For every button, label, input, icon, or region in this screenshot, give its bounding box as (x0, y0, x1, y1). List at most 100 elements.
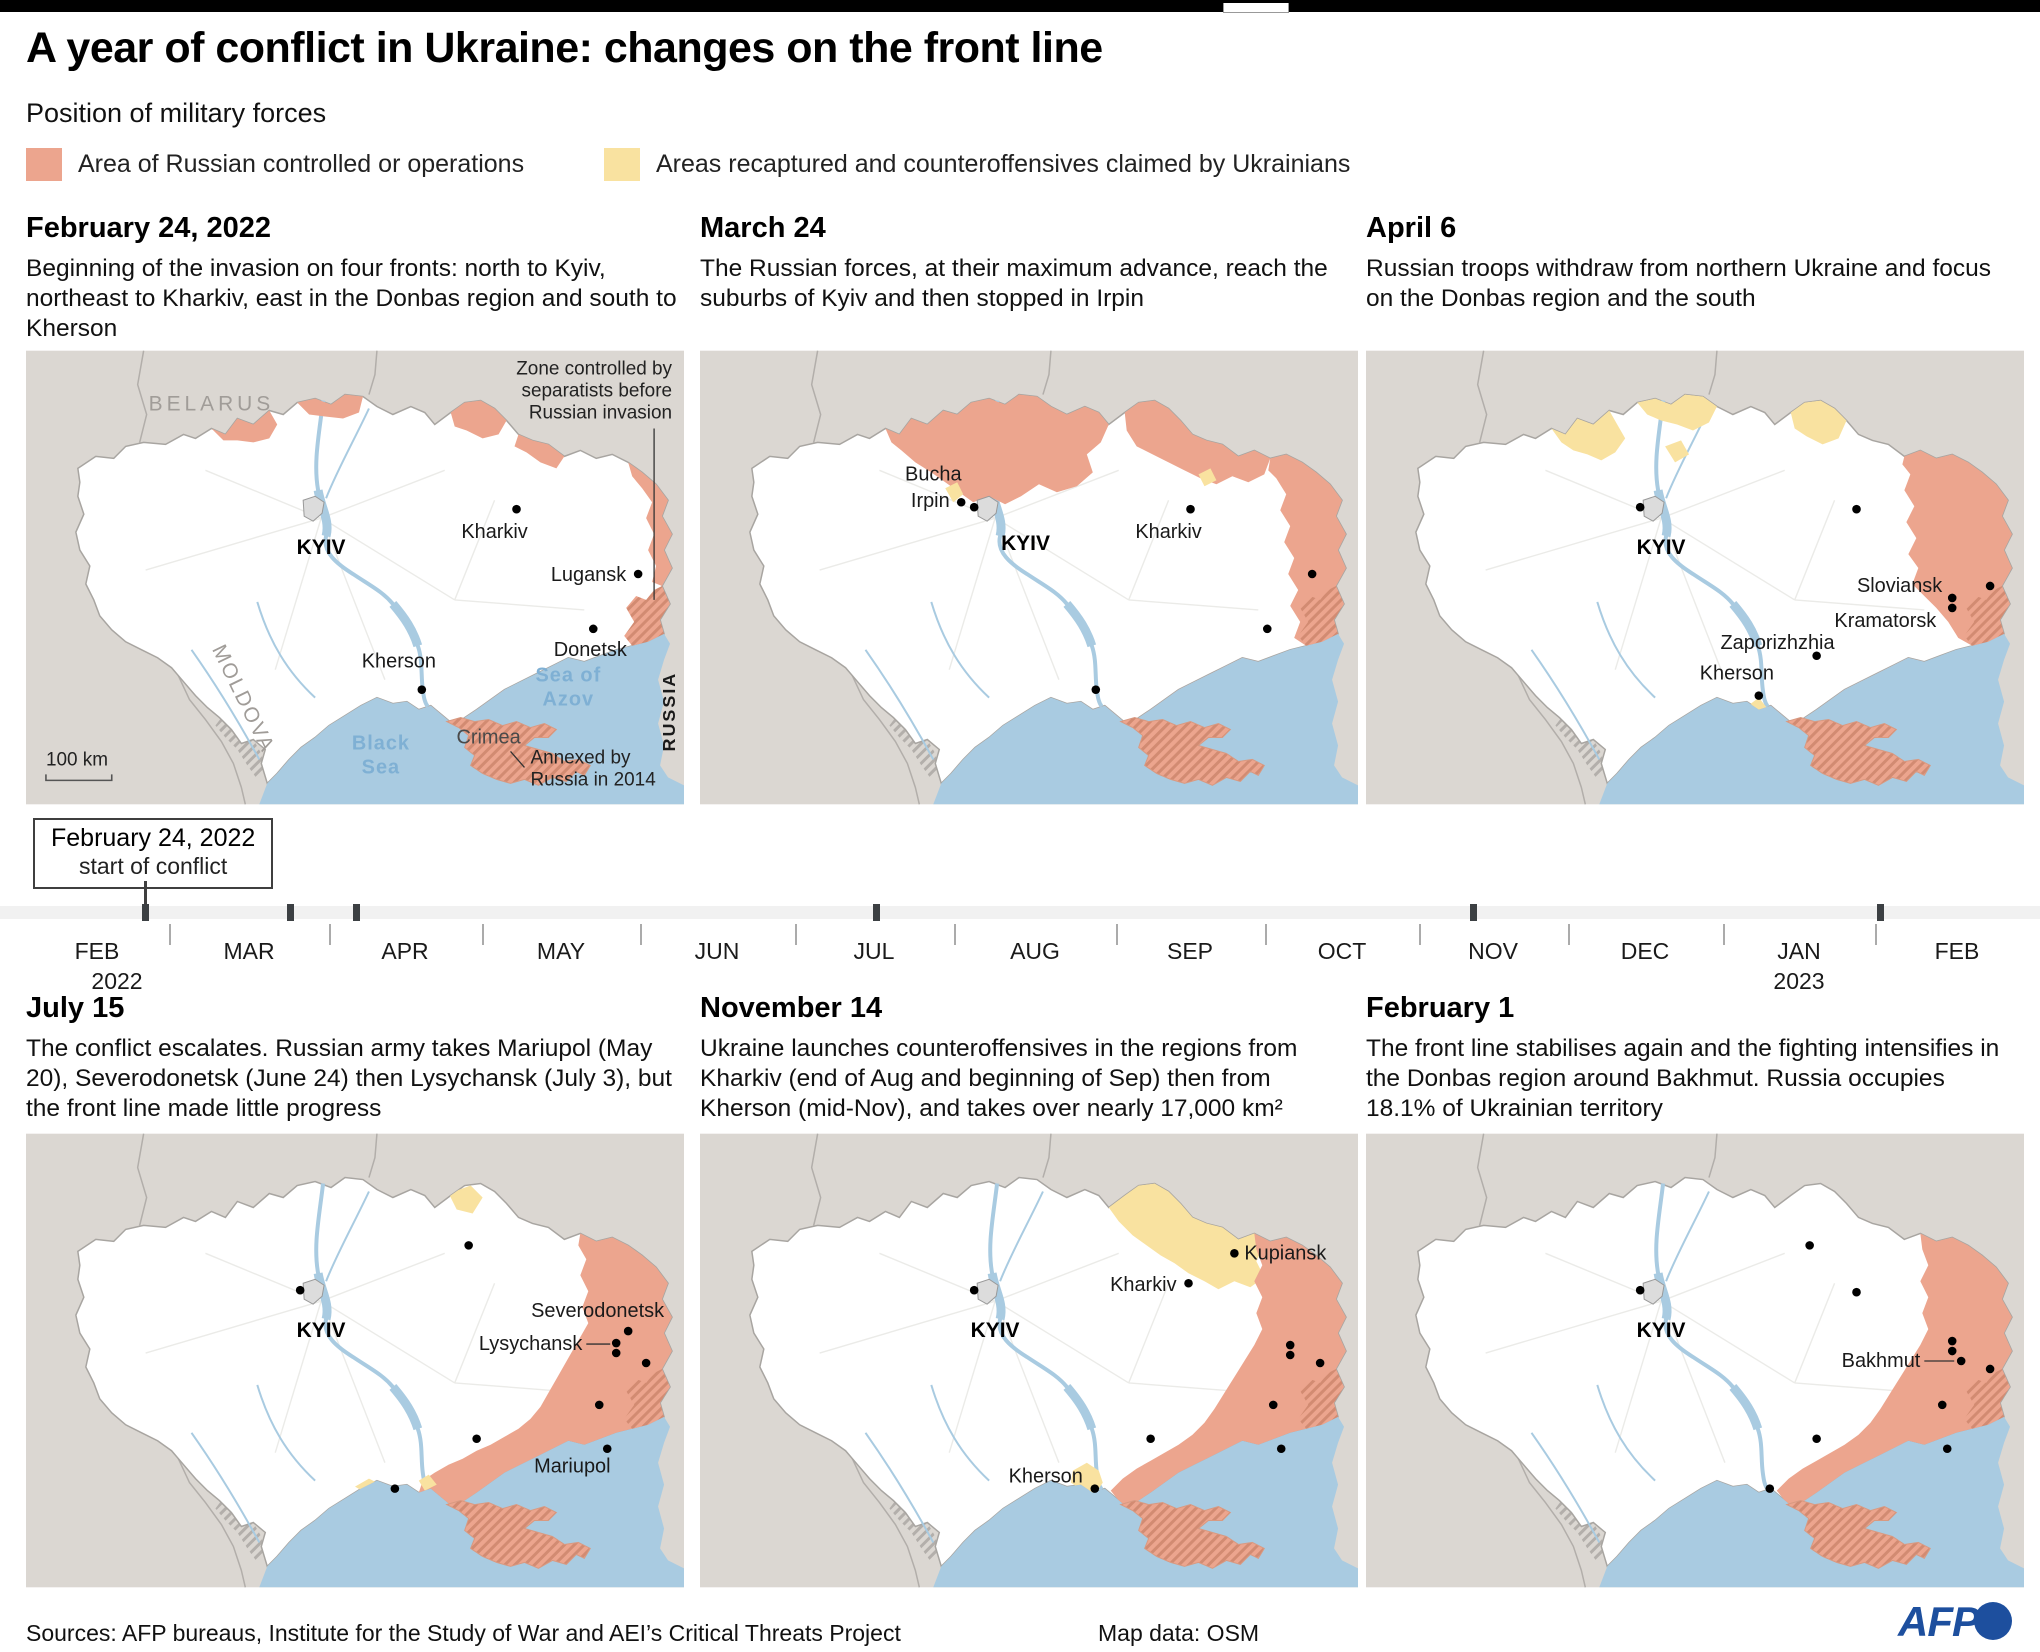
rivers (1530, 1183, 1770, 1543)
ukrainian-recaptured-area (448, 1185, 483, 1214)
timeline-month-separator (1419, 924, 1421, 945)
city-dot (611, 1338, 621, 1348)
legend-label-russian: Area of Russian controlled or operations (78, 150, 525, 178)
sources-credit: Sources: AFP bureaus, Institute for the … (26, 1620, 901, 1646)
road-network (145, 469, 585, 680)
city-dot (1090, 1484, 1100, 1493)
transnistria-hatch (889, 717, 940, 780)
map-february-24-2022: BELARUS MOLDOVA RUSSIA KYIV Kharkiv Lugansk Do… (26, 350, 684, 805)
map-label-lysychansk: Lysychansk (479, 1333, 582, 1355)
city-dot (602, 1444, 612, 1454)
map-label-kharkiv: Kharkiv (461, 521, 527, 543)
timeline-month-separator (795, 924, 797, 945)
city-dot (1812, 1434, 1821, 1444)
kyiv-city-shape (1642, 495, 1665, 522)
timeline-month-separator (1116, 924, 1118, 945)
city-dot (1985, 581, 1995, 591)
timeline-month-separator (482, 924, 484, 945)
map-label-kramatorsk: Kramatorsk (1834, 610, 1936, 632)
timeline-bar (0, 906, 2040, 919)
timeline-month-separator (954, 924, 956, 945)
timeline-year-2022: 2022 (91, 968, 143, 994)
city-dot (1947, 593, 1957, 603)
map-label-bucha: Bucha (905, 463, 962, 485)
transnistria-hatch (1555, 1500, 1606, 1563)
city-dot (1947, 1346, 1957, 1356)
timeline-month-label: JUN (694, 938, 740, 964)
ukrainian-recaptured-area (1665, 440, 1690, 463)
city-dot (588, 624, 598, 634)
crimea-area (445, 1500, 591, 1569)
russian-controlled-area (624, 1368, 671, 1429)
russian-controlled-area (885, 394, 1109, 505)
city-dot (1635, 1285, 1645, 1295)
timeline-event-marker (1470, 904, 1477, 921)
timeline-month-separator (640, 924, 642, 945)
timeline-event-marker (1877, 904, 1884, 921)
crimea-area (1119, 1500, 1265, 1569)
map-label-crimea: Crimea (456, 726, 521, 748)
panel-date-feb1: February 1 (1366, 992, 1515, 1024)
timeline-event-marker (142, 904, 149, 921)
control-areas (885, 394, 1347, 742)
road-network (1485, 469, 1925, 680)
city-dot (1635, 502, 1645, 512)
city-dot (969, 502, 979, 512)
ukrainian-recaptured-area (418, 1474, 437, 1491)
control-areas (1776, 1233, 2013, 1509)
city-dot (1230, 1249, 1239, 1258)
map-label-kherson: Kherson (1700, 663, 1774, 685)
panel-desc-feb24: Beginning of the invasion on four fronts… (26, 255, 677, 342)
map-label-donetsk: Donetsk (554, 639, 627, 661)
map-label-sloviansk: Sloviansk (1857, 575, 1942, 597)
ukrainian-recaptured-area (1198, 468, 1217, 487)
city-dot (611, 1348, 621, 1358)
timeline-event-marker (353, 904, 360, 921)
russian-controlled-area (1902, 450, 2013, 646)
russian-controlled-area (211, 410, 278, 443)
city-dot (594, 1400, 604, 1410)
city-dot (641, 1358, 651, 1368)
panel-date-mar24: March 24 (700, 212, 826, 244)
map-label-scale: 100 km (46, 749, 108, 770)
city-dot (1186, 504, 1195, 514)
timeline-month-label: OCT (1317, 938, 1367, 964)
map-label-irpin: Irpin (911, 490, 950, 512)
map-label-kyiv: KYIV (297, 1319, 346, 1342)
map-label-bakhmut: Bakhmut (1842, 1350, 1921, 1372)
timeline-callout-caption: start of conflict (79, 853, 228, 879)
crimea-area (1785, 1500, 1931, 1569)
russian-controlled-area (1110, 1233, 1347, 1509)
city-dot (1942, 1444, 1952, 1454)
map-july-15: KYIV Severodonetsk Lysychansk Mariupol (26, 1133, 684, 1588)
annotation-pointer-line (510, 751, 525, 768)
panel-date-apr6: April 6 (1366, 212, 1457, 244)
city-dot (1276, 1444, 1286, 1454)
city-dot (633, 569, 643, 579)
crimea-area (1119, 717, 1265, 786)
city-dot (1805, 1241, 1814, 1250)
map-february-1: KYIV Bakhmut (1366, 1133, 2024, 1588)
city-dot (1184, 1278, 1193, 1288)
panel-date-jul15: July 15 (26, 992, 125, 1024)
map-march-24: Bucha Irpin KYIV Kharkiv (700, 350, 1358, 805)
russian-controlled-area (1964, 585, 2011, 646)
city-dot (1315, 1358, 1325, 1368)
timeline-month-separator (169, 924, 171, 945)
russian-controlled-area (1298, 585, 1345, 646)
panel-desc-mar24: The Russian forces, at their maximum adv… (700, 255, 1328, 312)
map-data-credit: Map data: OSM (1098, 1620, 1260, 1646)
russian-controlled-area (624, 585, 671, 646)
map-label-mariupol: Mariupol (534, 1456, 610, 1478)
timeline-month-separator (1265, 924, 1267, 945)
russian-controlled-area (514, 434, 565, 469)
russian-controlled-area (1964, 1368, 2011, 1429)
control-areas (355, 1185, 673, 1509)
kyiv-city-shape (302, 1278, 325, 1305)
timeline-month-label: SEP (1166, 938, 1214, 964)
page-subtitle: Position of military forces (26, 98, 327, 128)
city-dot (1285, 1340, 1295, 1350)
city-dot (1146, 1434, 1155, 1444)
timeline-month-label: APR (381, 938, 429, 964)
rivers (190, 1183, 430, 1543)
